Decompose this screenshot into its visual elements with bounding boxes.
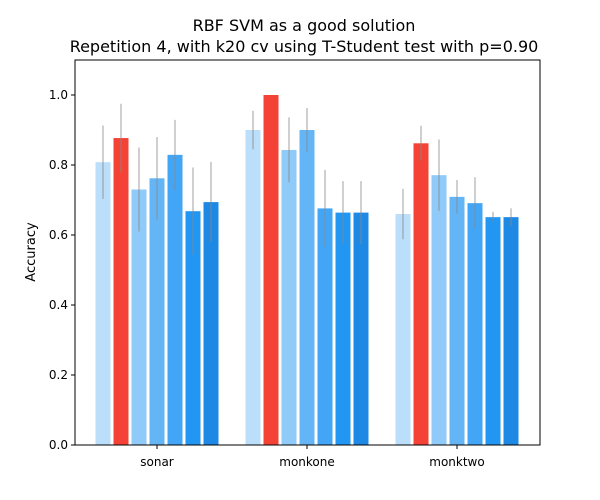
y-tick-label: 0.6: [49, 228, 68, 242]
bar-sonar-4: [149, 178, 165, 446]
bar-sonar-2: [113, 138, 129, 446]
bar-monktwo-5: [467, 203, 483, 445]
bar-sonar-1: [95, 162, 111, 445]
bar-sonar-3: [131, 189, 147, 445]
bar-monktwo-6: [485, 217, 501, 445]
bar-monktwo-3: [431, 175, 447, 445]
bar-sonar-6: [185, 211, 201, 445]
chart-title-line-2: Repetition 4, with k20 cv using T-Studen…: [70, 37, 539, 56]
x-tick-label-sonar: sonar: [140, 455, 174, 469]
bar-monkone-3: [281, 149, 297, 445]
y-tick-label: 0.8: [49, 158, 68, 172]
bar-monkone-6: [335, 212, 351, 445]
x-tick-label-monkone: monkone: [279, 455, 335, 469]
bar-sonar-5: [167, 154, 183, 445]
x-axis-ticks: sonar monkone monktwo: [140, 445, 485, 469]
y-tick-label: 1.0: [49, 88, 68, 102]
chart-title-line-1: RBF SVM as a good solution: [193, 16, 416, 35]
y-axis-ticks: 0.0 0.2 0.4 0.6 0.8 1.0: [49, 88, 75, 452]
y-tick-label: 0.4: [49, 298, 68, 312]
bar-monktwo-2: [413, 143, 429, 446]
x-tick-label-monktwo: monktwo: [429, 455, 484, 469]
error-bars-layer: [102, 103, 512, 255]
y-tick-label: 0.0: [49, 438, 68, 452]
bar-monkone-2: [263, 95, 279, 445]
bar-monkone-5: [317, 208, 333, 445]
bar-monkone-7: [353, 212, 369, 445]
bar-sonar-7: [203, 202, 219, 445]
bar-monktwo-4: [449, 196, 465, 445]
y-axis-label: Accuracy: [24, 222, 39, 282]
y-tick-label: 0.2: [49, 368, 68, 382]
bar-monkone-4: [299, 130, 315, 445]
bar-monktwo-1: [395, 214, 411, 445]
bar-monktwo-7: [503, 217, 519, 445]
bars-layer: [95, 95, 519, 446]
bar-monkone-1: [245, 130, 261, 445]
